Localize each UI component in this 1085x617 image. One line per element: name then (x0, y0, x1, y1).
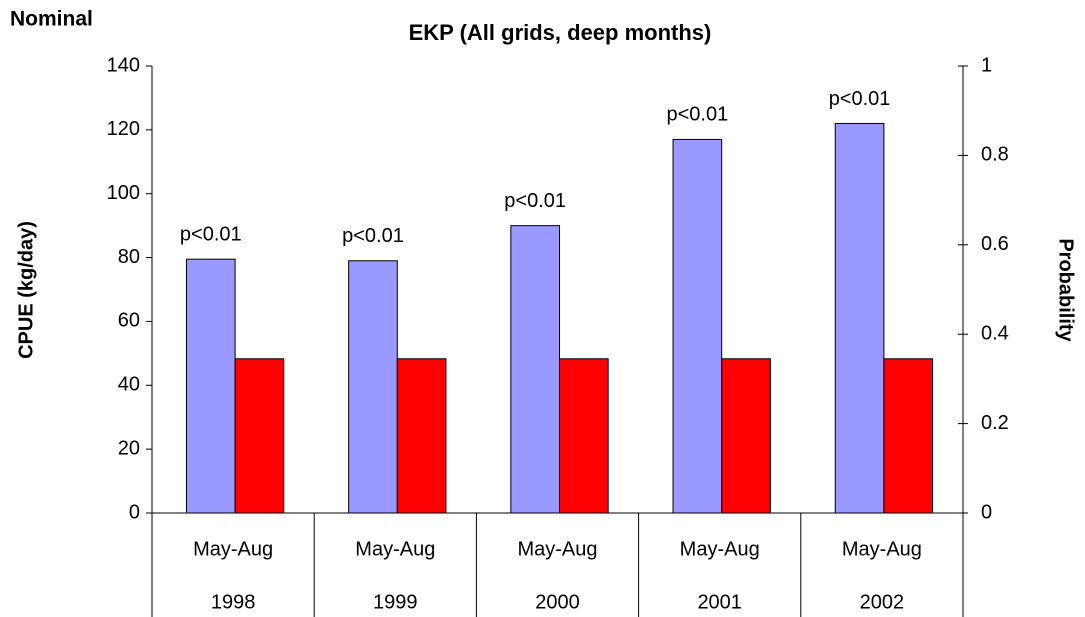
bar (721, 358, 771, 514)
bar (834, 122, 885, 514)
annotation: p<0.01 (504, 190, 566, 212)
y2-tick-label: 0.8 (981, 144, 1009, 166)
annotation: p<0.01 (180, 223, 242, 245)
y2-tick-label: 0.2 (981, 412, 1009, 434)
y-tick-label: 0 (129, 501, 140, 523)
x-tick-label: May-Aug (517, 538, 597, 560)
y-tick-label: 60 (118, 310, 140, 332)
y2-axis-label: Probability (1055, 238, 1077, 342)
bar (185, 258, 236, 514)
x-group-label: 2001 (697, 591, 742, 613)
y-tick-label: 120 (107, 118, 140, 140)
x-group-label: 1999 (373, 591, 418, 613)
bar (396, 358, 447, 514)
annotation: p<0.01 (667, 104, 729, 126)
bar (672, 138, 723, 514)
bar (234, 358, 285, 514)
x-tick-label: May-Aug (355, 538, 435, 560)
x-group-label: 2000 (535, 591, 580, 613)
y2-tick-label: 1 (981, 54, 992, 76)
annotation: p<0.01 (342, 225, 404, 247)
corner-label: Nominal (10, 8, 93, 31)
bar (348, 260, 398, 514)
x-tick-label: May-Aug (193, 538, 273, 560)
y2-tick-label: 0.4 (981, 322, 1009, 344)
bar (883, 358, 934, 514)
y-tick-label: 40 (118, 374, 140, 396)
y-tick-label: 100 (107, 182, 140, 204)
x-tick-label: May-Aug (680, 538, 760, 560)
bar (510, 225, 560, 514)
x-group-label: 2002 (860, 591, 905, 613)
x-tick-label: May-Aug (842, 538, 922, 560)
bar (559, 358, 609, 514)
chart-title: EKP (All grids, deep months) (409, 20, 712, 45)
y2-tick-label: 0 (981, 501, 992, 523)
y-axis-label: CPUE (kg/day) (15, 221, 37, 359)
y-tick-label: 80 (118, 246, 140, 268)
annotation: p<0.01 (829, 88, 891, 110)
y2-tick-label: 0.6 (981, 233, 1009, 255)
y-tick-label: 20 (118, 437, 140, 459)
y-tick-label: 140 (107, 54, 140, 76)
x-group-label: 1998 (211, 591, 256, 613)
